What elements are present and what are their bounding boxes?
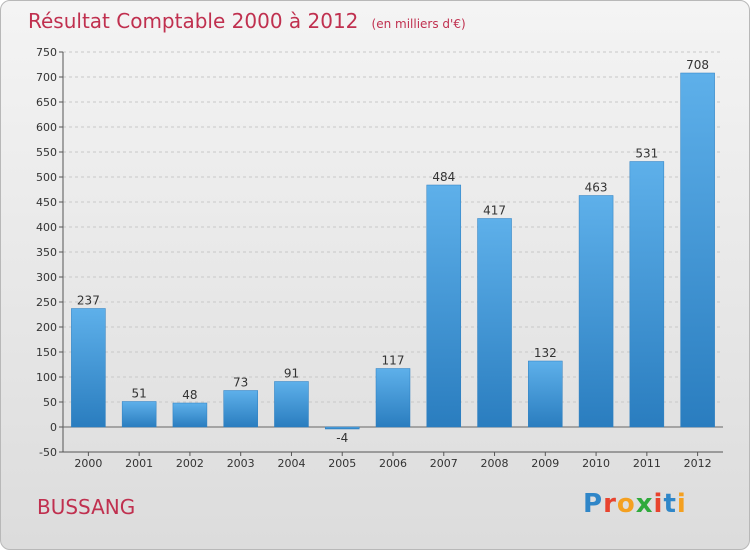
data-labels: 237 51 48 73 91 -4 117 484 417 132 463 531 708 — [77, 58, 709, 445]
data-label: 708 — [686, 58, 709, 72]
bar-2006[interactable] — [375, 368, 411, 428]
bar-2000[interactable] — [71, 308, 106, 428]
x-tick-label: 2012 — [684, 457, 712, 470]
y-tick-label: 150 — [36, 346, 57, 359]
data-label: 117 — [382, 354, 405, 368]
x-tick-label: 2009 — [531, 457, 559, 470]
title-text: Résultat Comptable 2000 à 2012 — [28, 9, 359, 33]
proxiti-logo[interactable]: Proxiti — [583, 489, 687, 519]
x-tick-label: 2008 — [481, 457, 509, 470]
x-tick-label: 2003 — [227, 457, 255, 470]
x-tick-label: 2007 — [430, 457, 458, 470]
data-label: 48 — [182, 388, 197, 402]
logo-letter: t — [663, 489, 677, 519]
y-tick-label: 750 — [36, 46, 57, 59]
y-tick-label: 650 — [36, 96, 57, 109]
data-label: 484 — [432, 170, 455, 184]
commune-name: BUSSANG — [37, 495, 136, 519]
x-tick-label: 2006 — [379, 457, 407, 470]
bars — [71, 72, 715, 430]
y-tick-label: 200 — [36, 321, 57, 334]
logo-letter: i — [653, 489, 664, 519]
data-label: -4 — [336, 431, 348, 445]
bar-2004[interactable] — [274, 381, 309, 428]
bar-2003[interactable] — [223, 390, 258, 428]
y-tick-label: 250 — [36, 296, 57, 309]
x-tick-label: 2000 — [74, 457, 102, 470]
logo-letter: P — [583, 489, 604, 519]
logo-letter: x — [635, 489, 654, 519]
bar-2005[interactable] — [324, 426, 360, 430]
data-label: 237 — [77, 294, 100, 308]
y-tick-label: 550 — [36, 146, 57, 159]
data-label: 91 — [284, 367, 299, 381]
y-tick-label: 400 — [36, 221, 57, 234]
x-tick-label: 2004 — [277, 457, 305, 470]
x-tick-label: 2010 — [582, 457, 610, 470]
bar-2012[interactable] — [680, 72, 715, 428]
x-tick-label: 2005 — [328, 457, 356, 470]
y-tick-label: -50 — [39, 446, 57, 459]
x-tick-label: 2011 — [633, 457, 661, 470]
y-tick-label: 100 — [36, 371, 57, 384]
data-label: 463 — [585, 181, 608, 195]
logo-letter: o — [616, 489, 636, 519]
x-tick-label: 2001 — [125, 457, 153, 470]
logo-letter: r — [603, 489, 617, 519]
data-label: 132 — [534, 346, 557, 360]
logo-letter: i — [676, 489, 687, 519]
bar-2009[interactable] — [528, 360, 563, 428]
y-tick-label: 0 — [50, 421, 57, 434]
bar-2010[interactable] — [578, 195, 614, 428]
bar-2002[interactable] — [172, 402, 208, 428]
bar-2001[interactable] — [121, 401, 157, 428]
y-tick-label: 600 — [36, 121, 57, 134]
chart-title: Résultat Comptable 2000 à 2012 (en milli… — [28, 9, 466, 33]
axes: -50 0 50 100 150 200 250 300 350 400 450 500 550 600 6… — [36, 46, 723, 470]
data-label: 51 — [132, 387, 147, 401]
y-tick-label: 500 — [36, 171, 57, 184]
data-label: 417 — [483, 204, 506, 218]
bar-2007[interactable] — [426, 184, 462, 428]
y-tick-label: 700 — [36, 71, 57, 84]
y-tick-label: 350 — [36, 246, 57, 259]
y-tick-label: 300 — [36, 271, 57, 284]
data-label: 73 — [233, 376, 248, 390]
data-label: 531 — [635, 147, 658, 161]
bar-2011[interactable] — [629, 161, 665, 428]
x-tick-label: 2002 — [176, 457, 204, 470]
bar-2008[interactable] — [477, 218, 512, 428]
title-unit: (en milliers d'€) — [371, 17, 466, 31]
y-tick-label: 450 — [36, 196, 57, 209]
y-tick-label: 50 — [43, 396, 57, 409]
